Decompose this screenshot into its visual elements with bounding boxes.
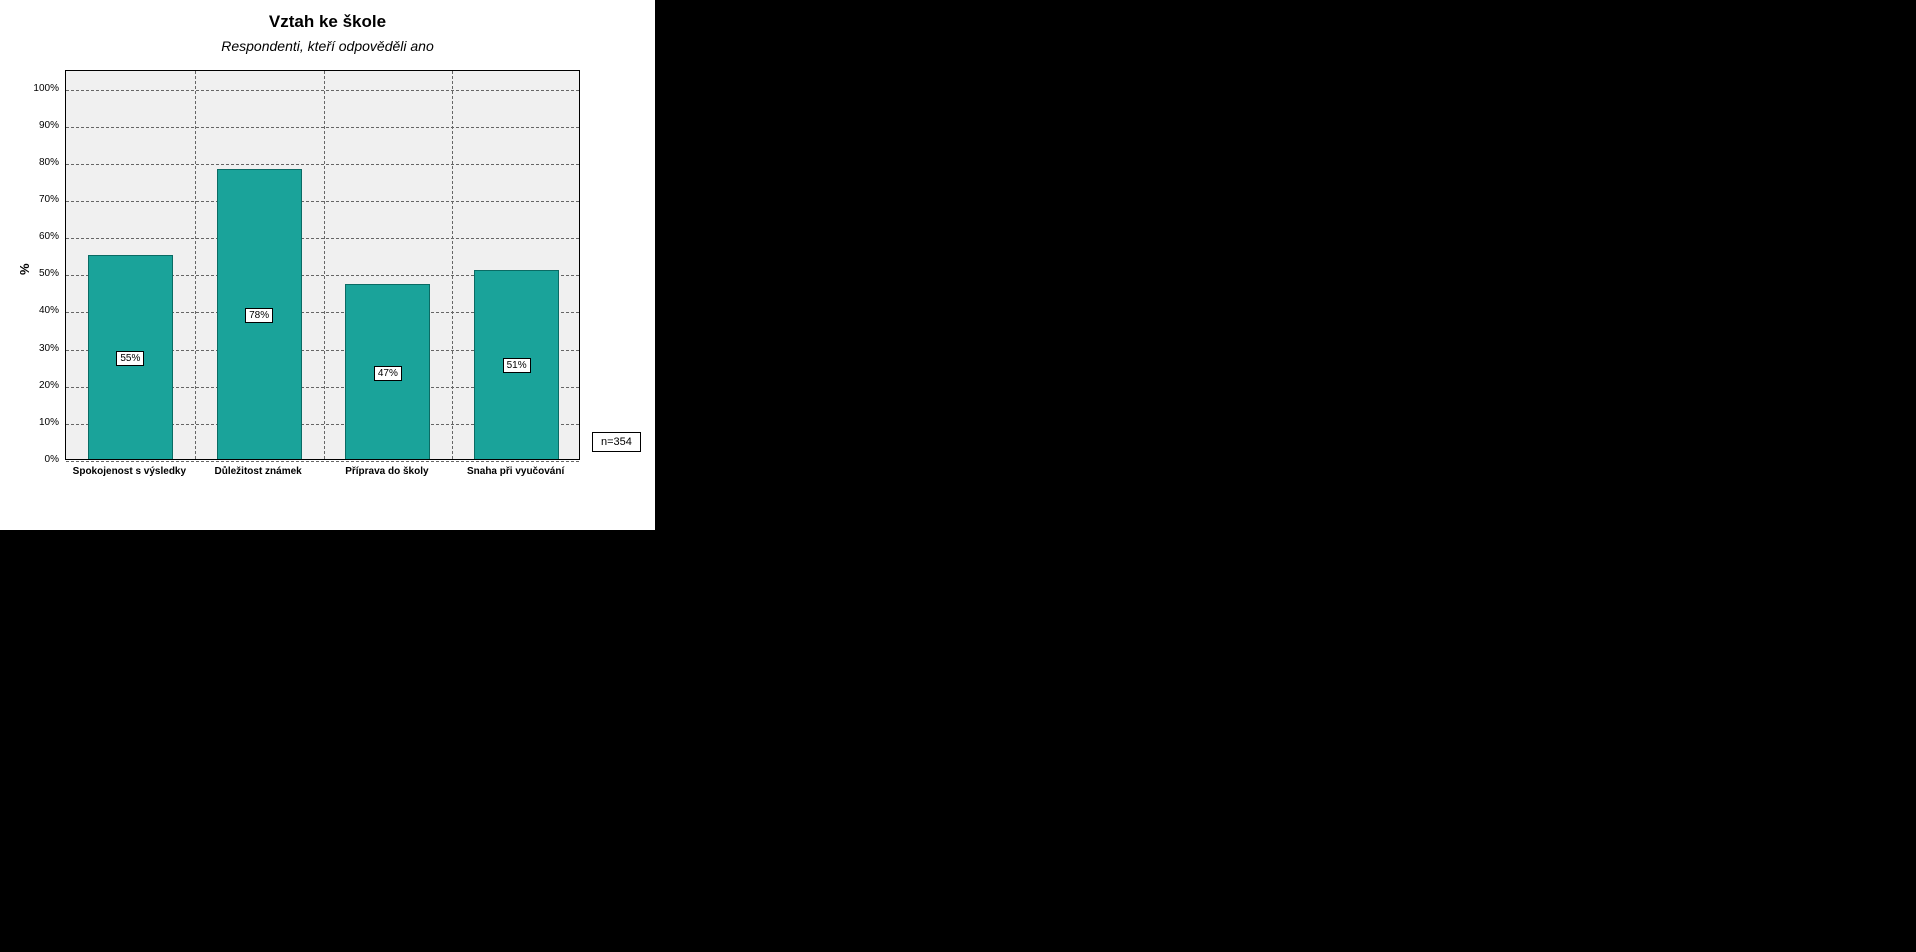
xtick-label: Spokojenost s výsledky xyxy=(65,466,194,477)
gridline-horizontal xyxy=(66,238,579,239)
ytick-label: 70% xyxy=(27,194,59,205)
ytick-label: 40% xyxy=(27,305,59,316)
bar-value-label: 78% xyxy=(245,308,273,323)
gridline-vertical xyxy=(324,71,325,459)
gridline-horizontal xyxy=(66,127,579,128)
sample-size-box: n=354 xyxy=(592,432,641,452)
chart-title: Vztah ke škole xyxy=(0,12,655,32)
gridline-vertical xyxy=(195,71,196,459)
ytick-label: 30% xyxy=(27,343,59,354)
ytick-label: 0% xyxy=(27,454,59,465)
gridline-horizontal xyxy=(66,461,579,462)
ytick-label: 90% xyxy=(27,120,59,131)
bar-value-label: 51% xyxy=(503,358,531,373)
plot-area: 55% 78% 47% 51% xyxy=(65,70,580,460)
gridline-vertical xyxy=(452,71,453,459)
gridline-horizontal xyxy=(66,201,579,202)
ytick-label: 50% xyxy=(27,268,59,279)
bar-value-label: 47% xyxy=(374,366,402,381)
xtick-label: Příprava do školy xyxy=(323,466,452,477)
chart-panel: Vztah ke škole Respondenti, kteří odpově… xyxy=(0,0,655,530)
ytick-label: 10% xyxy=(27,417,59,428)
ytick-label: 80% xyxy=(27,157,59,168)
ytick-label: 20% xyxy=(27,380,59,391)
xtick-label: Důležitost známek xyxy=(194,466,323,477)
bar-value-label: 55% xyxy=(116,351,144,366)
ytick-label: 100% xyxy=(27,83,59,94)
gridline-horizontal xyxy=(66,164,579,165)
chart-subtitle: Respondenti, kteří odpověděli ano xyxy=(0,38,655,54)
xtick-label: Snaha při vyučování xyxy=(451,466,580,477)
ytick-label: 60% xyxy=(27,231,59,242)
gridline-horizontal xyxy=(66,90,579,91)
